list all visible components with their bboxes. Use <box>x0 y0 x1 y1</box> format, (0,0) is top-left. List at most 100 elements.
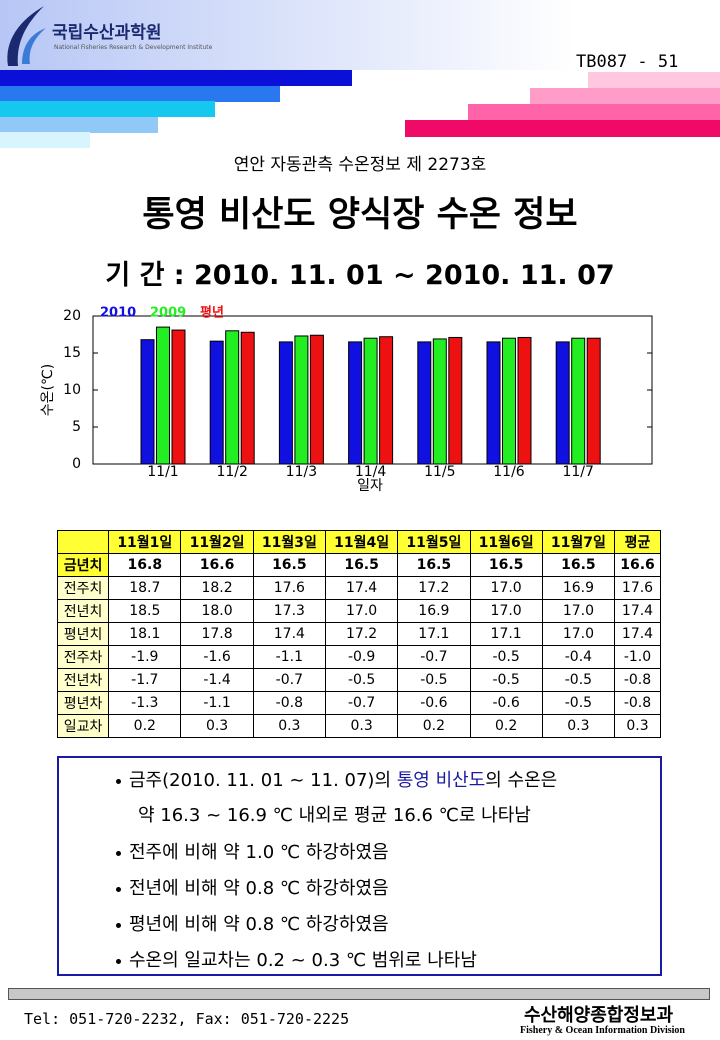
cell: 17.6 <box>252 576 326 600</box>
cell: 16.5 <box>469 553 543 577</box>
cell: -0.5 <box>541 691 616 715</box>
bar <box>294 335 309 465</box>
bar <box>448 336 463 465</box>
stripe <box>0 132 90 148</box>
cell: -0.9 <box>324 645 399 669</box>
bar <box>278 341 293 465</box>
row-label: 금년치 <box>56 553 110 577</box>
cell: 17.0 <box>541 622 616 646</box>
summary-text: 전년에 비해 약 0.8 ℃ 하강하였음 <box>129 878 389 899</box>
cell: -0.7 <box>252 668 326 692</box>
cell: -0.6 <box>397 691 471 715</box>
legend-label: 2009 <box>150 306 186 321</box>
cell: 16.5 <box>252 553 326 577</box>
table-row: 평년치 18.1 17.8 17.4 17.2 17.1 17.1 17.0 17.4 <box>56 622 661 646</box>
cell: -0.7 <box>324 691 399 715</box>
y-tick-label: 15 <box>63 345 81 361</box>
cell: 17.6 <box>614 576 661 600</box>
summary-line: 약 16.3 ~ 16.9 ℃ 내외로 평균 16.6 ℃로 나타남 <box>138 805 531 826</box>
cell: 18.7 <box>108 576 182 600</box>
table-row: 일교차 0.2 0.3 0.3 0.3 0.2 0.2 0.3 0.3 <box>56 714 661 738</box>
bar <box>348 341 363 465</box>
cell: 16.9 <box>541 576 616 600</box>
x-axis-label: 일자 <box>357 478 383 494</box>
stripe <box>0 101 215 117</box>
table-row: 평년차 -1.3 -1.1 -0.8 -0.7 -0.6 -0.6 -0.5 -0.8 <box>56 691 661 715</box>
row-label: 평년차 <box>56 691 110 715</box>
table-header: 11월1일 11월2일 11월3일 11월4일 11월5일 11월6일 11월7일 평균 <box>56 530 661 554</box>
cell: 0.3 <box>614 714 661 738</box>
cell: 16.5 <box>324 553 399 577</box>
stripe <box>0 70 352 86</box>
header-cell <box>56 530 110 554</box>
header-cell: 11월3일 <box>252 530 326 554</box>
x-tick-label: 11/3 <box>286 464 317 480</box>
issue: 연안 자동관측 수온정보 제 2273호 <box>233 155 487 175</box>
bar <box>225 330 240 465</box>
cell: 0.3 <box>252 714 326 738</box>
cell: 18.0 <box>180 599 254 623</box>
summary-line: 평년에 비해 약 0.8 ℃ 하강하였음 <box>116 910 389 936</box>
summary-text: 의 수온은 <box>485 770 558 791</box>
bar <box>309 334 324 465</box>
cell: -1.1 <box>180 691 254 715</box>
cell: 17.8 <box>180 622 254 646</box>
data-table: 11월1일 11월2일 11월3일 11월4일 11월5일 11월6일 11월7일 평균 금년치… <box>56 530 661 738</box>
summary-text: 전주에 비해 약 1.0 ℃ 하강하였음 <box>129 842 389 863</box>
cell: 17.4 <box>614 599 661 623</box>
cell: 16.9 <box>397 599 471 623</box>
cell: 17.4 <box>324 576 399 600</box>
header-cell: 11월7일 <box>541 530 616 554</box>
cell: 16.5 <box>541 553 616 577</box>
x-tick-label: 11/4 <box>355 464 387 480</box>
cell: 17.3 <box>252 599 326 623</box>
summary-line: 전주에 비해 약 1.0 ℃ 하강하였음 <box>116 838 389 864</box>
cell: 0.2 <box>108 714 182 738</box>
x-tick-label: 11/2 <box>216 464 247 480</box>
cell: 17.0 <box>469 576 543 600</box>
cell: 16.5 <box>397 553 471 577</box>
summary-text: 수온의 일교차는 0.2 ~ 0.3 ℃ 범위로 나타남 <box>129 950 477 971</box>
cell: 16.6 <box>180 553 254 577</box>
stripe <box>0 117 158 133</box>
row-label: 전주치 <box>56 576 110 600</box>
y-tick-label: 20 <box>63 308 81 324</box>
header-background <box>0 0 720 70</box>
table-row: 금년치 16.8 16.6 16.5 16.5 16.5 16.5 16.5 16.6 <box>56 553 661 577</box>
stripe <box>468 104 720 120</box>
bar <box>240 331 255 465</box>
cell: -1.3 <box>108 691 182 715</box>
table-row: 전주치 18.7 18.2 17.6 17.4 17.2 17.0 16.9 17.6 <box>56 576 661 600</box>
chart: 수온(℃) 일자 0 5 10 15 20 11/1 11/2 11/3 11/4 11/5 11/… <box>40 305 653 494</box>
header-cell: 11월4일 <box>324 530 399 554</box>
row-label: 전년치 <box>56 599 110 623</box>
contact: Tel: 051-720-2232, Fax: 051-720-2225 <box>24 1010 350 1028</box>
header-cell: 11월5일 <box>397 530 471 554</box>
cell: 17.4 <box>252 622 326 646</box>
header-cell: 11월2일 <box>180 530 254 554</box>
summary-text: 평년에 비해 약 0.8 ℃ 하강하였음 <box>129 914 389 935</box>
y-tick-label: 10 <box>63 382 81 398</box>
bar <box>156 326 170 465</box>
stripe <box>0 86 280 102</box>
title: 통영 비산도 양식장 수온 정보 <box>142 195 578 235</box>
y-tick-label: 5 <box>72 419 81 435</box>
header-cell: 11월6일 <box>469 530 543 554</box>
footer-bar <box>8 988 710 1000</box>
cell: -0.5 <box>469 645 543 669</box>
bar <box>571 337 586 465</box>
summary-line: 수온의 일교차는 0.2 ~ 0.3 ℃ 범위로 나타남 <box>116 946 477 972</box>
legend-label: 평년 <box>200 305 224 321</box>
cell: 16.8 <box>108 553 182 577</box>
cell: 0.3 <box>541 714 616 738</box>
cell: -1.7 <box>108 668 182 692</box>
cell: 0.2 <box>397 714 471 738</box>
cell: 16.6 <box>614 553 661 577</box>
summary-text: 금주(2010. 11. 01 ~ 11. 07)의 <box>129 770 397 791</box>
stripe <box>405 120 720 137</box>
cell: 17.2 <box>324 622 399 646</box>
cell: 17.0 <box>469 599 543 623</box>
bar <box>363 337 378 465</box>
cell: -1.1 <box>252 645 326 669</box>
